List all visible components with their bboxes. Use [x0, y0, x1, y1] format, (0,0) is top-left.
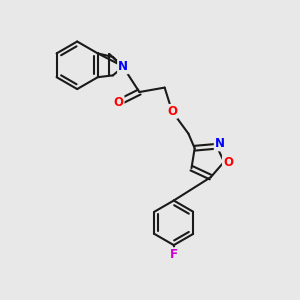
- Text: O: O: [114, 96, 124, 109]
- Text: F: F: [170, 248, 178, 261]
- Text: N: N: [118, 60, 128, 73]
- Text: O: O: [223, 156, 233, 169]
- Text: O: O: [167, 105, 177, 118]
- Text: N: N: [215, 137, 225, 150]
